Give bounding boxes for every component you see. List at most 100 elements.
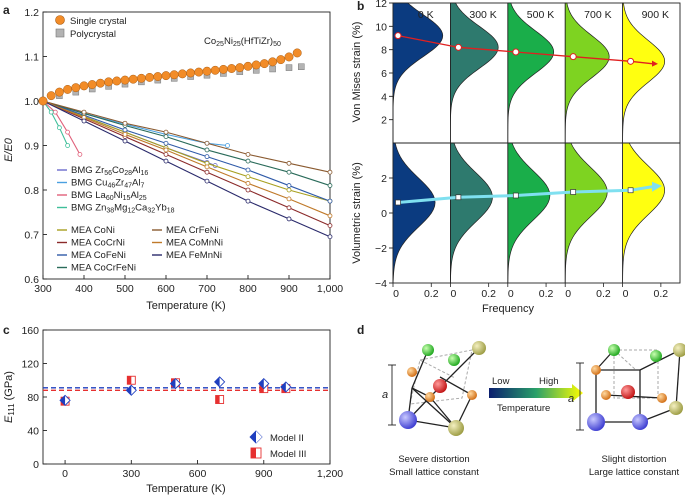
series-point	[57, 125, 62, 131]
y-tick-label: 0	[381, 208, 387, 220]
x-tick-label: 400	[75, 283, 93, 295]
x-tick-label: 0	[393, 288, 399, 300]
panel-c: c 0 300 600 900 1,200 0 40 80 120 160 Temperature…	[3, 323, 343, 495]
series-point	[204, 147, 210, 153]
panel-a-xlabel: Temperature (K)	[146, 300, 225, 312]
series-point	[122, 138, 128, 144]
y-tick-label: 0.9	[24, 141, 39, 153]
series-point	[122, 127, 128, 133]
y-tick-label: 40	[27, 426, 39, 438]
panel-c-content: 0 300 600 900 1,200 0 40 80 120 160	[21, 325, 343, 480]
single-crystal-point	[87, 80, 97, 89]
series-line	[42, 100, 331, 173]
caption-right-line1: Slight distortion	[602, 454, 667, 465]
model2-point-fill	[214, 376, 220, 387]
series-line	[42, 100, 331, 202]
single-crystal-point	[38, 96, 48, 106]
series-line	[42, 100, 331, 238]
atom-green	[650, 350, 662, 362]
y-tick-label: −4	[375, 278, 387, 290]
x-tick-label: 0	[565, 288, 571, 300]
single-crystal-point	[63, 84, 73, 94]
x-tick-label: 0	[62, 468, 68, 480]
temperature-gradient-bar	[489, 384, 583, 402]
series-point	[245, 151, 251, 157]
model2-point-fill	[60, 395, 66, 406]
y-tick-label: 10	[375, 21, 387, 33]
legend-model3: Model III	[250, 447, 306, 460]
series-point	[163, 147, 169, 153]
volumetric-distribution	[450, 142, 493, 284]
von-mises-distribution	[450, 2, 499, 144]
atom-olive	[669, 401, 683, 415]
single-crystal-point	[79, 81, 89, 91]
temperature-high-label: High	[539, 376, 559, 387]
single-crystal-point	[276, 55, 286, 65]
caption-left-line2: Small lattice constant	[389, 467, 479, 478]
series-point	[286, 205, 292, 211]
y-tick-label: −2	[375, 243, 387, 255]
y-tick-label: 160	[21, 325, 39, 337]
series-point	[204, 169, 210, 175]
model3-point-fill	[127, 376, 132, 385]
x-tick-label: 600	[189, 468, 207, 480]
von-mises-mean-point	[569, 53, 577, 61]
atom-blue	[399, 411, 417, 429]
panel-b: b 2 4 6 8 10 12 −4 −2 0 2 0 K 0 0.2 300 K 0 0.2 500 K 0 0.…	[351, 0, 681, 315]
y-tick-label: 80	[27, 392, 39, 404]
x-tick-label: 0	[623, 288, 629, 300]
series-point	[286, 187, 292, 193]
legend-label: MEA CoCrFeNi	[71, 263, 136, 274]
y-tick-label: 0.7	[24, 230, 39, 242]
lattice-a-label-left: a	[382, 389, 388, 401]
legend-label: BMG Zn38Mg12Ca32Yb18	[71, 203, 175, 215]
caption-right-line2: Large lattice constant	[589, 467, 680, 478]
volumetric-mean-point	[570, 189, 577, 195]
temperature-label: 900 K	[642, 9, 669, 21]
single-crystal-point	[259, 59, 269, 69]
x-tick-label: 900	[255, 468, 273, 480]
series-point	[245, 174, 251, 180]
x-tick-label: 300	[123, 468, 141, 480]
y-tick-label: 2	[381, 173, 387, 185]
legend-label: BMG La60Ni15Al25	[71, 190, 147, 202]
single-crystal-point	[268, 57, 278, 67]
x-tick-label: 0.2	[539, 288, 554, 300]
temperature-label: 300 K	[469, 9, 496, 21]
model2-point-fill	[170, 378, 176, 389]
temperature-low-label: Low	[492, 376, 510, 387]
x-tick-label: 0.2	[481, 288, 496, 300]
single-crystal-point	[161, 71, 171, 81]
model2-point-fill	[258, 378, 264, 389]
legend-label: BMG Cu46Zr47Al7	[71, 178, 144, 190]
panel-b-xlabel: Frequency	[482, 303, 534, 315]
composition-annotation: Co25Ni25(HfTiZr)50	[204, 36, 281, 48]
series-line	[42, 100, 331, 202]
model3-point-fill	[259, 384, 264, 393]
atom-red	[621, 385, 635, 399]
y-tick-label: 12	[375, 0, 387, 10]
legend-single-label: Single crystal	[70, 16, 127, 27]
volumetric-mean-point	[627, 187, 634, 194]
single-crystal-point	[145, 72, 155, 82]
panel-label-c: c	[3, 323, 10, 337]
volumetric-distribution	[507, 142, 551, 284]
series-point	[122, 131, 128, 137]
single-crystal-point	[112, 76, 122, 86]
volumetric-trend-line	[397, 185, 653, 204]
legend-model2-label: Model II	[270, 433, 304, 444]
von-mises-mean-point	[454, 43, 462, 51]
x-tick-label: 0.2	[424, 288, 439, 300]
panel-a-ylabel: E/E0	[3, 137, 15, 162]
y-tick-label: 8	[381, 45, 387, 57]
y-tick-label: 0.6	[24, 274, 39, 286]
series-point	[52, 109, 58, 115]
single-crystal-point	[136, 73, 146, 83]
series-point	[122, 120, 128, 126]
model2-point-fill	[280, 381, 286, 392]
panel-a-ticks: 300 400 500 600 700 800 900 1,000 0.6 0.7 0.8 0.9 1.…	[24, 7, 343, 295]
single-crystal-point	[251, 60, 261, 70]
single-crystal-point	[243, 61, 253, 71]
